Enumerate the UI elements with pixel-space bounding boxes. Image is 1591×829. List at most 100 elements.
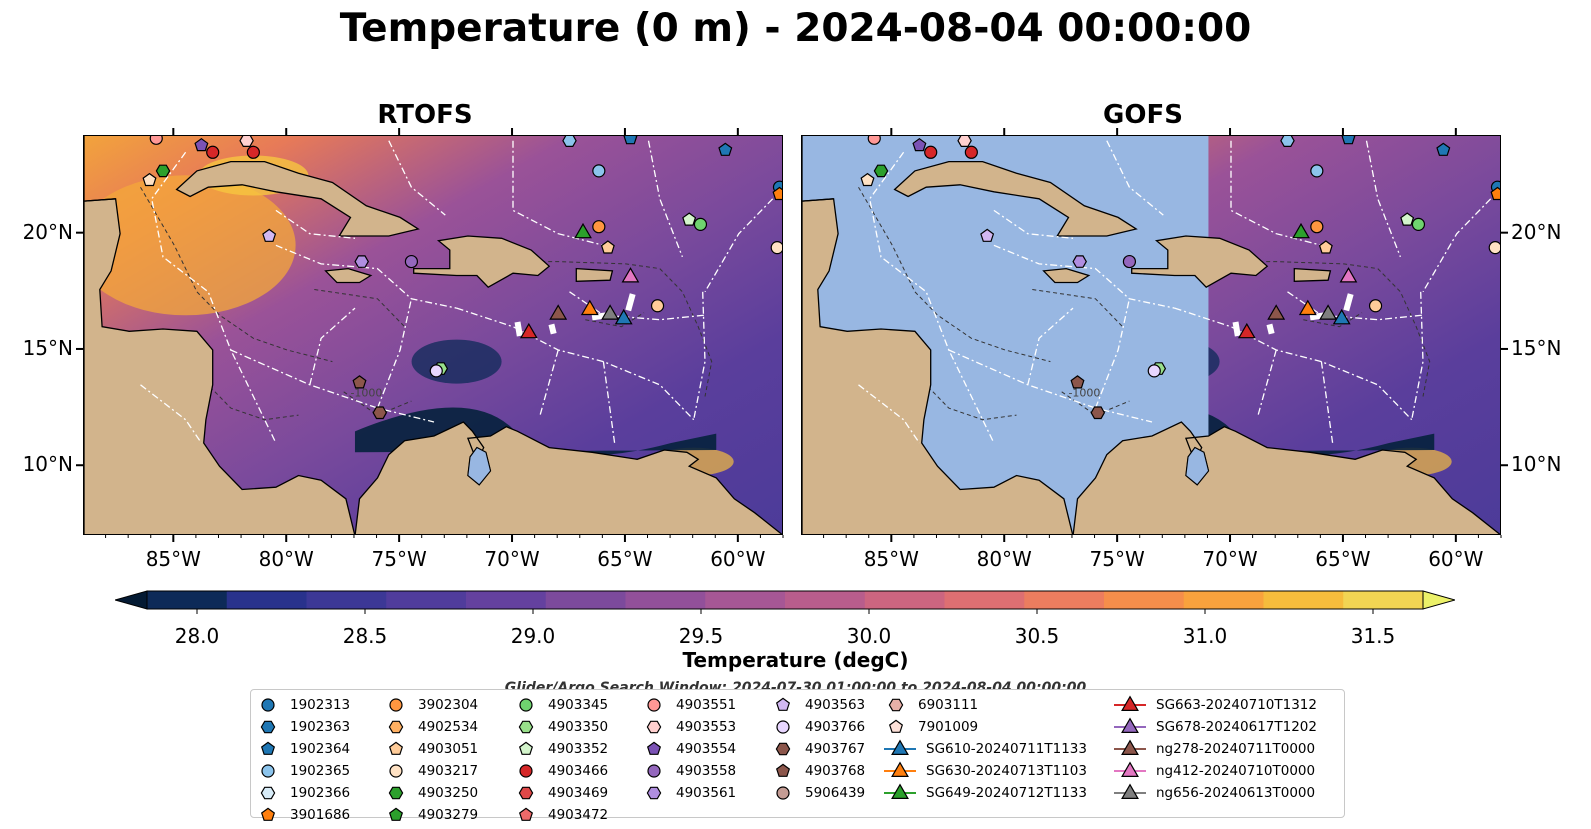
colorbar-bin [386, 591, 467, 609]
lat-tick-label: 20°N [22, 219, 73, 244]
map-panel-gofs: -1000 [801, 135, 1501, 535]
eez-line [858, 384, 920, 444]
legend-marker-icon [884, 783, 916, 799]
eez-line [1422, 198, 1492, 293]
eez-line [1287, 291, 1424, 321]
argo-float-marker [924, 145, 938, 159]
colorbar-tick-label: 29.5 [678, 624, 724, 648]
land-masses [802, 136, 1500, 534]
legend-label: 4903352 [548, 741, 609, 757]
argo-float-marker [770, 241, 782, 255]
legend-label: ng656-20240613T0000 [1156, 785, 1316, 801]
legend-item: 4903558 [642, 760, 736, 782]
legend-label: SG663-20240710T1312 [1156, 697, 1317, 713]
eez-line [693, 291, 706, 420]
legend-item: 3901686 [256, 804, 350, 826]
legend-label: ng412-20240710T0000 [1156, 763, 1316, 779]
legend-item: SG610-20240711T1133 [884, 738, 1087, 760]
eez-boundaries [140, 140, 774, 444]
argo-float-marker [246, 145, 260, 159]
panel-title-rtofs: RTOFS [377, 100, 473, 130]
lon-tick-label: 65°W [597, 547, 653, 571]
colorbar-bin [306, 591, 387, 609]
eez-line [388, 140, 446, 216]
legend-label: 4903558 [676, 763, 737, 779]
land-south-america [1072, 421, 1500, 534]
contour-label: -1000 [1068, 386, 1100, 399]
land-cuba [893, 160, 1138, 237]
argo-float-marker [1436, 142, 1451, 156]
legend-item: 4903767 [771, 738, 865, 760]
eez-line [647, 140, 684, 258]
argo-float-marker [1490, 186, 1500, 201]
legend-label: 4903472 [548, 807, 609, 823]
legend-marker-icon [888, 698, 904, 712]
colorbar-bin [1104, 591, 1185, 609]
glider-marker [519, 322, 538, 339]
eez-line [569, 291, 706, 321]
legend-item: 4903554 [642, 738, 736, 760]
legend-marker-icon [775, 763, 791, 777]
colorbar-frame [146, 590, 1424, 610]
legend-item: 4902534 [384, 716, 478, 738]
lon-tick-label: 75°W [371, 547, 427, 571]
eez-line [993, 209, 1074, 239]
eez-boundaries [858, 140, 1492, 444]
legend-label: 4903466 [548, 763, 609, 779]
legend-column: 4903551 4903553 4903554 4903558 4903561 [642, 694, 736, 804]
land-south-america [354, 421, 782, 534]
contour-label: -1000 [350, 386, 382, 399]
colorbar-tick-label: 31.0 [1182, 624, 1228, 648]
argo-float-marker [592, 220, 606, 234]
colorbar-bin [147, 591, 228, 609]
legend-label: ng278-20240711T0000 [1156, 741, 1316, 757]
glider-marker [549, 304, 568, 320]
legend-marker-icon [260, 807, 276, 821]
legend-item: 1902365 [256, 760, 350, 782]
legend-marker-icon [775, 742, 791, 756]
legend-label: 4903469 [548, 785, 609, 801]
legend-marker-icon [884, 739, 916, 755]
legend-marker-icon [1114, 695, 1146, 711]
glider-track [1266, 323, 1275, 335]
lat-tick-label: 15°N [22, 335, 73, 360]
legend-label: 6903111 [918, 697, 979, 713]
argo-float-marker [1070, 375, 1085, 389]
lon-tick-label: 85°W [863, 547, 919, 571]
eez-line [140, 384, 202, 444]
eez-line [1094, 298, 1131, 409]
argo-float-marker [867, 136, 881, 145]
eez-line [948, 349, 1153, 423]
argo-float-marker [1310, 164, 1324, 178]
colorbar-bin [944, 591, 1025, 609]
legend-item: 4903279 [384, 804, 478, 826]
legend-item: 4903217 [384, 760, 478, 782]
legend-marker-icon [389, 698, 403, 712]
legend-label: 7901009 [918, 719, 979, 735]
argo-float-marker [772, 186, 782, 201]
colorbar-extend-low [115, 590, 148, 610]
lon-tick-label: 80°W [976, 547, 1032, 571]
eez-line [1230, 140, 1322, 246]
legend-item: 4903553 [642, 716, 736, 738]
lake-maracaibo [467, 446, 492, 486]
legend-label: 4903554 [676, 741, 737, 757]
eez-line [1411, 291, 1424, 420]
argo-float-marker [404, 254, 419, 269]
legend-item: 4903352 [514, 738, 608, 760]
colorbar-tick-label: 28.0 [174, 624, 220, 648]
map-svg: -1000 [802, 136, 1500, 534]
legend-label: 4903279 [418, 807, 479, 823]
legend-item: 7901009 [884, 716, 1087, 738]
argo-float-marker [964, 145, 978, 159]
legend: 1902313 1902363 1902364 1902365 1902366 39016… [250, 689, 1345, 823]
eez-line [993, 244, 1175, 309]
legend-marker-icon [1114, 761, 1146, 777]
argo-float-marker [718, 142, 733, 156]
legend-marker-icon [261, 698, 275, 712]
glider-track [514, 321, 523, 337]
legend-label: 4903561 [676, 785, 737, 801]
legend-marker-icon [519, 698, 533, 712]
colorbar-bin [625, 591, 706, 609]
legend-item: 4903561 [642, 782, 736, 804]
